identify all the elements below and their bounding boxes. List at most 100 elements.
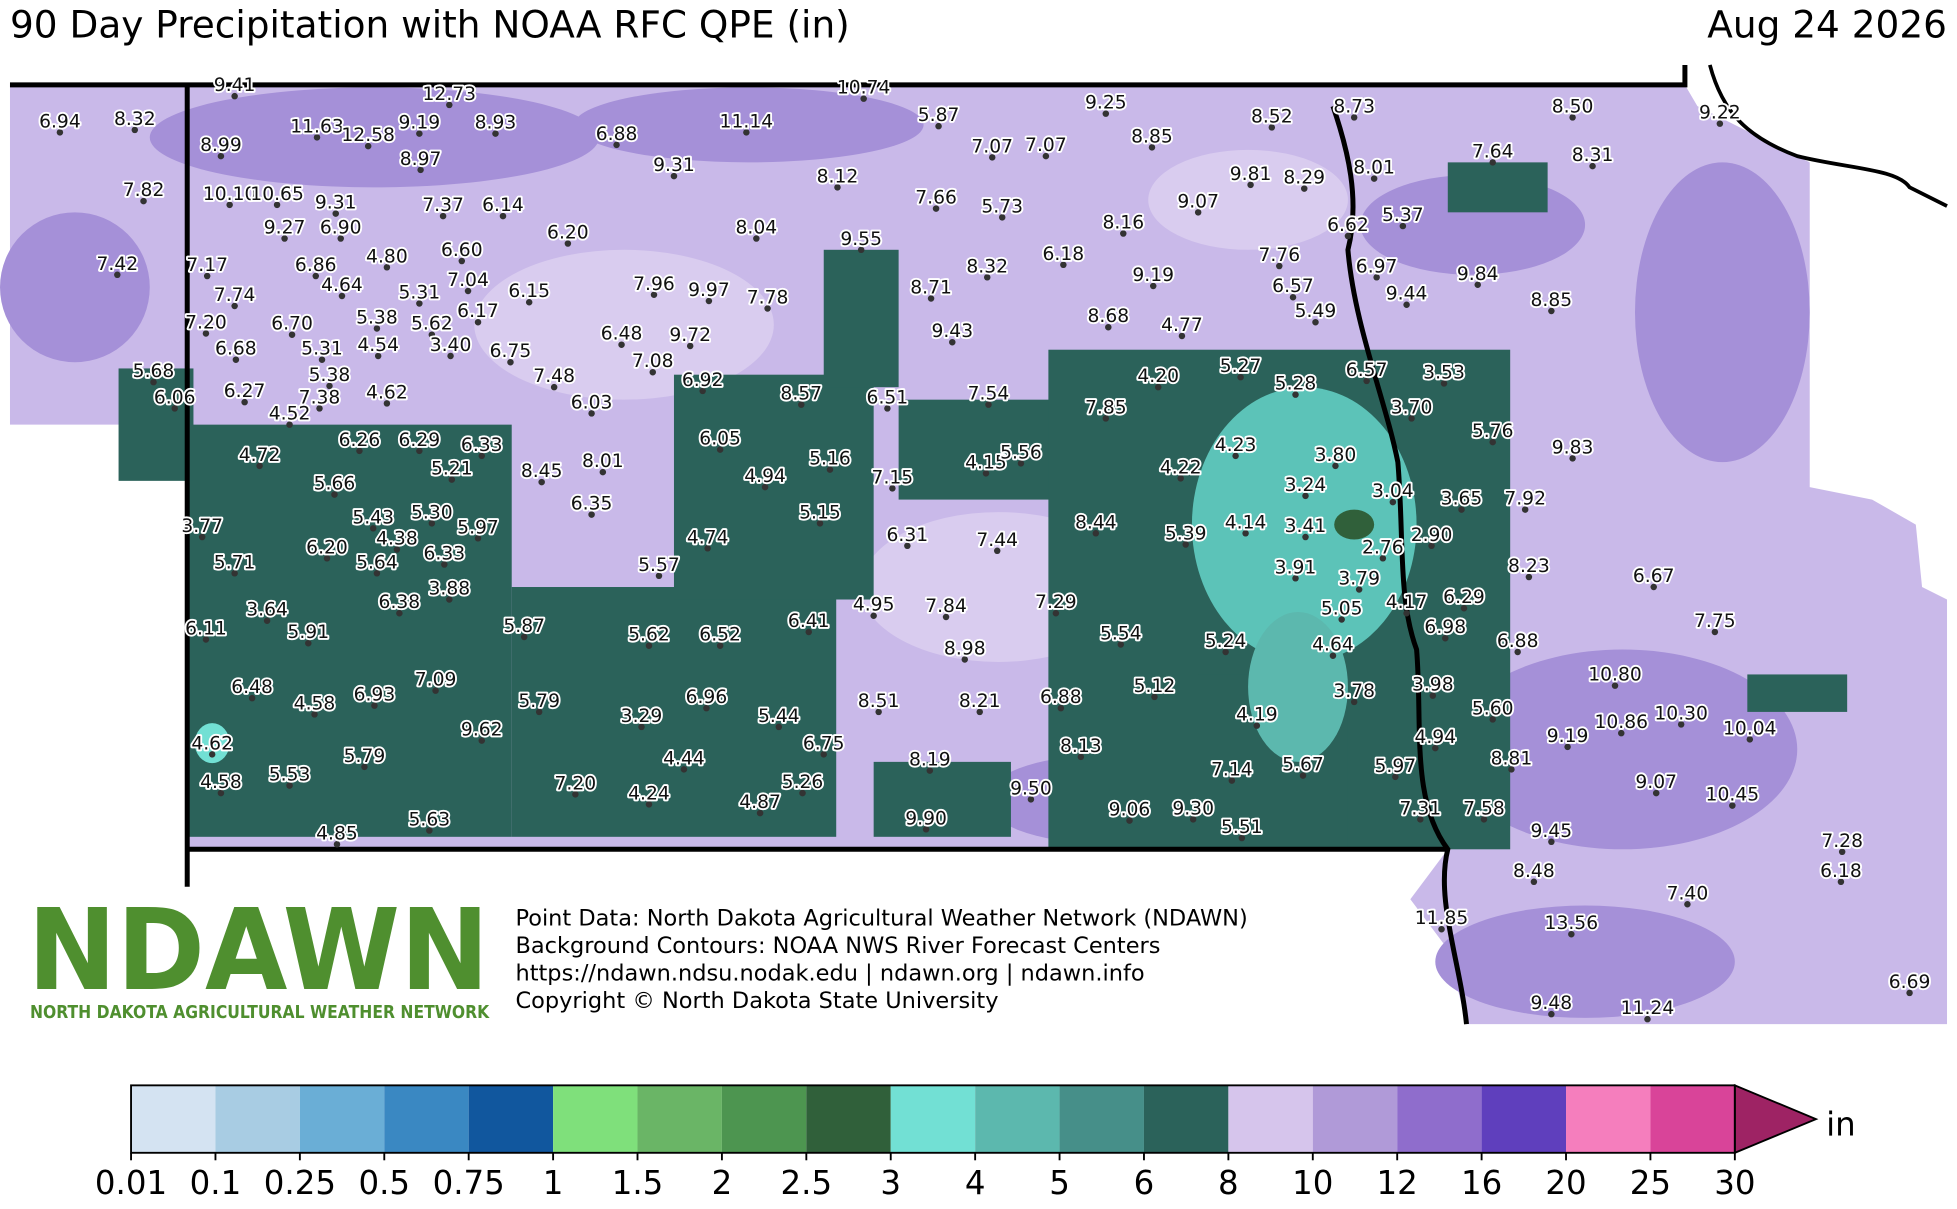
station-value: 7.08 <box>632 351 674 372</box>
station-dot <box>1716 120 1724 127</box>
station-dot <box>131 126 139 134</box>
station-value: 5.97 <box>457 517 499 538</box>
station-dot <box>150 378 157 386</box>
station-dot <box>1102 415 1110 422</box>
station-value: 5.56 <box>1000 442 1042 463</box>
colorbar-swatch <box>384 1085 469 1153</box>
station-dot <box>1292 391 1299 398</box>
station-dot <box>248 694 256 702</box>
station-value: 3.04 <box>1372 481 1414 502</box>
station-value: 6.33 <box>423 544 465 565</box>
station-value: 7.48 <box>533 366 575 387</box>
station-value: 6.98 <box>1424 617 1466 638</box>
station-dot <box>572 791 579 798</box>
station-value: 3.41 <box>1285 516 1327 537</box>
station-value: 5.39 <box>1165 524 1207 545</box>
station-dot <box>383 264 391 271</box>
station-value: 8.12 <box>817 166 859 187</box>
station-dot <box>932 205 940 212</box>
station-dot <box>935 122 942 130</box>
station-dot <box>1151 693 1158 701</box>
station-value: 4.74 <box>687 527 729 548</box>
station-dot <box>1102 110 1110 117</box>
station-dot <box>1729 802 1736 809</box>
station-value: 10.30 <box>1654 703 1708 724</box>
station-dot <box>703 704 710 712</box>
station-value: 6.75 <box>803 733 845 754</box>
station-dot <box>1403 609 1410 617</box>
station-value: 9.07 <box>1177 191 1219 212</box>
station-dot <box>1238 834 1246 842</box>
station-dot <box>1350 114 1358 121</box>
station-dot <box>926 767 934 774</box>
station-dot <box>1370 175 1378 182</box>
station-value: 6.75 <box>490 341 532 362</box>
colorbar-swatch <box>1481 1085 1567 1153</box>
station-value: 6.93 <box>354 685 396 706</box>
station-value: 9.81 <box>1230 164 1272 185</box>
station-value: 6.29 <box>399 430 441 451</box>
station-dot <box>588 511 595 518</box>
station-dot <box>756 809 764 817</box>
station-value: 6.60 <box>441 240 483 261</box>
station-value: 9.25 <box>1085 93 1127 114</box>
colorbar-label: 0.75 <box>433 1164 505 1202</box>
station-dot <box>1302 533 1309 541</box>
station-value: 6.38 <box>379 592 421 613</box>
station-dot <box>1092 530 1100 537</box>
station-value: 7.07 <box>971 136 1013 157</box>
station-value: 6.88 <box>1497 631 1539 652</box>
station-dot <box>1178 332 1186 340</box>
station-value: 6.11 <box>185 618 227 639</box>
station-dot <box>998 214 1006 221</box>
station-value: 6.31 <box>887 525 929 546</box>
station-dot <box>208 751 216 758</box>
station-value: 7.09 <box>415 670 457 691</box>
station-dot <box>323 555 331 562</box>
station-value: 8.13 <box>1060 736 1102 757</box>
station-dot <box>1149 282 1157 290</box>
station-value: 5.43 <box>352 507 394 528</box>
station-dot <box>1060 261 1067 269</box>
station-dot <box>333 841 341 848</box>
station-dot <box>649 368 656 376</box>
station-dot <box>478 737 486 744</box>
station-value: 5.68 <box>133 361 175 382</box>
station-value: 6.18 <box>1043 244 1085 265</box>
station-dot <box>982 470 990 477</box>
station-dot <box>374 352 382 360</box>
station-dot <box>474 535 482 542</box>
station-dot <box>232 356 240 363</box>
station-dot <box>464 287 472 295</box>
station-dot <box>1432 744 1439 752</box>
station-dot <box>1312 318 1319 326</box>
station-dot <box>1568 930 1575 938</box>
station-value: 5.60 <box>1472 698 1514 719</box>
station-dot <box>1399 222 1407 230</box>
colorbar-swatch <box>299 1085 385 1153</box>
station-dot <box>1438 925 1445 933</box>
station-dot <box>1355 586 1363 593</box>
station-value: 8.01 <box>1353 158 1395 179</box>
station-value: 9.84 <box>1457 264 1499 285</box>
station-dot <box>1489 716 1496 723</box>
station-value: 5.26 <box>782 772 824 793</box>
station-dot <box>1442 634 1449 642</box>
station-value: 9.19 <box>1132 265 1174 286</box>
colorbar-overflow <box>1733 1083 1819 1155</box>
station-value: 5.24 <box>1205 631 1247 652</box>
station-dot <box>645 801 653 808</box>
colorbar-swatch <box>1059 1085 1144 1153</box>
station-value: 5.79 <box>518 691 560 712</box>
station-value: 4.87 <box>739 792 781 813</box>
station-dot <box>1042 152 1050 160</box>
station-dot <box>316 405 323 412</box>
station-dot <box>371 702 378 709</box>
station-value: 4.62 <box>366 382 408 403</box>
station-dot <box>1530 878 1538 886</box>
station-dot <box>1329 652 1337 659</box>
station-dot <box>478 452 486 460</box>
station-value: 3.98 <box>1412 675 1454 696</box>
station-value: 6.15 <box>508 281 550 302</box>
station-value: 4.64 <box>321 275 363 296</box>
